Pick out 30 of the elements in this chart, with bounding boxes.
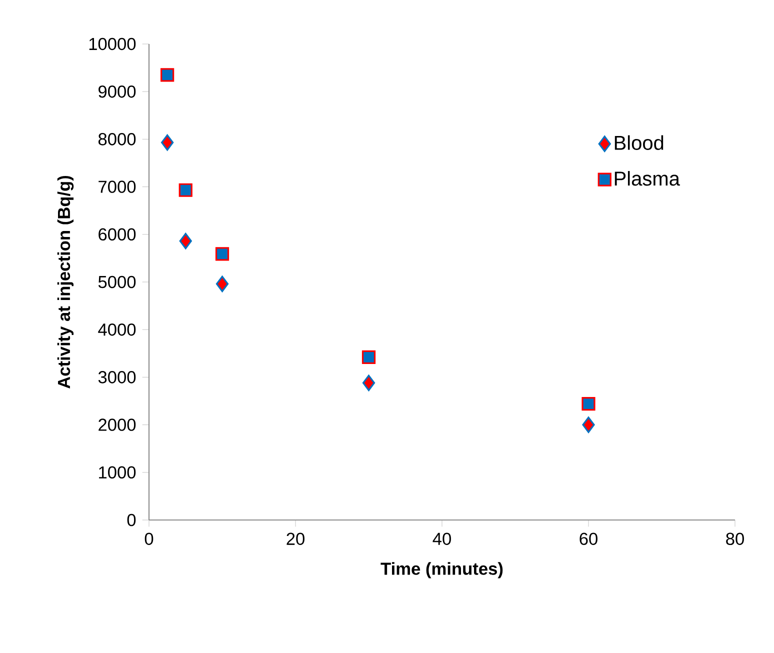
y-tick-label: 9000 [98,85,136,98]
x-tick-label: 60 [580,532,598,545]
y-tick-label: 1000 [99,466,136,479]
point [160,68,174,82]
legend-label: Blood [614,135,664,150]
point [215,247,230,261]
legend-label: Plasma [614,171,680,186]
y-tick-label: 4000 [98,323,136,336]
y-tick-label: 3000 [98,371,136,384]
y-tick-label: 10000 [89,38,136,50]
y-tick-label: 5000 [98,276,136,288]
point [362,374,376,392]
y-tick-label: 2000 [98,418,136,431]
x-tick-label: 20 [286,532,304,545]
point [362,350,376,364]
x-tick-label: 0 [144,532,154,545]
y-tick-label: 7000 [98,180,136,193]
y-tick-label: 8000 [98,133,136,146]
y-tick-label: 6000 [98,228,136,241]
x-tick-label: 80 [726,532,744,545]
point [178,183,192,197]
point [161,134,174,151]
point [179,232,192,250]
point [582,397,596,411]
x-axis-title: Time (minutes) [380,562,503,578]
point [216,276,229,292]
y-axis-title: Activity at injection (Bq/g) [57,176,74,388]
point [582,416,595,433]
y-tick-label: 0 [127,514,136,526]
x-tick-label: 40 [432,532,451,545]
